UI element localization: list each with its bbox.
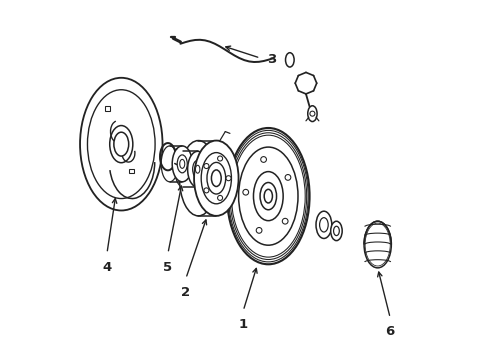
Text: 4: 4 xyxy=(102,261,112,274)
Ellipse shape xyxy=(207,162,226,194)
Circle shape xyxy=(243,189,248,195)
Ellipse shape xyxy=(260,183,276,210)
Ellipse shape xyxy=(253,172,283,221)
Circle shape xyxy=(282,219,288,224)
Ellipse shape xyxy=(87,90,155,199)
Ellipse shape xyxy=(180,159,185,168)
Ellipse shape xyxy=(331,221,342,240)
Ellipse shape xyxy=(239,147,298,245)
Ellipse shape xyxy=(364,221,392,268)
Circle shape xyxy=(218,195,222,201)
Ellipse shape xyxy=(110,126,133,163)
Ellipse shape xyxy=(172,146,192,182)
Ellipse shape xyxy=(175,151,192,187)
Ellipse shape xyxy=(308,106,317,122)
Circle shape xyxy=(204,188,209,193)
Ellipse shape xyxy=(316,211,332,238)
Circle shape xyxy=(285,175,291,180)
Circle shape xyxy=(261,157,267,162)
Bar xyxy=(129,169,134,174)
Text: 2: 2 xyxy=(181,286,191,299)
Ellipse shape xyxy=(194,140,239,216)
Circle shape xyxy=(218,156,222,161)
Text: 3: 3 xyxy=(267,53,276,66)
Ellipse shape xyxy=(201,153,231,204)
Ellipse shape xyxy=(286,53,294,67)
Ellipse shape xyxy=(179,140,217,216)
Ellipse shape xyxy=(161,146,178,182)
Ellipse shape xyxy=(80,78,163,211)
Ellipse shape xyxy=(188,151,208,187)
Text: 6: 6 xyxy=(386,325,395,338)
Ellipse shape xyxy=(319,218,328,232)
Bar xyxy=(105,106,110,111)
Circle shape xyxy=(256,228,262,233)
Circle shape xyxy=(226,176,231,181)
Text: 5: 5 xyxy=(163,261,172,274)
Ellipse shape xyxy=(114,132,129,156)
Ellipse shape xyxy=(334,226,339,235)
Ellipse shape xyxy=(177,155,187,173)
Ellipse shape xyxy=(193,160,203,178)
Ellipse shape xyxy=(211,170,221,186)
Circle shape xyxy=(204,163,209,168)
Text: 1: 1 xyxy=(239,318,248,331)
Ellipse shape xyxy=(196,165,200,173)
Ellipse shape xyxy=(227,128,310,264)
Ellipse shape xyxy=(264,189,272,203)
